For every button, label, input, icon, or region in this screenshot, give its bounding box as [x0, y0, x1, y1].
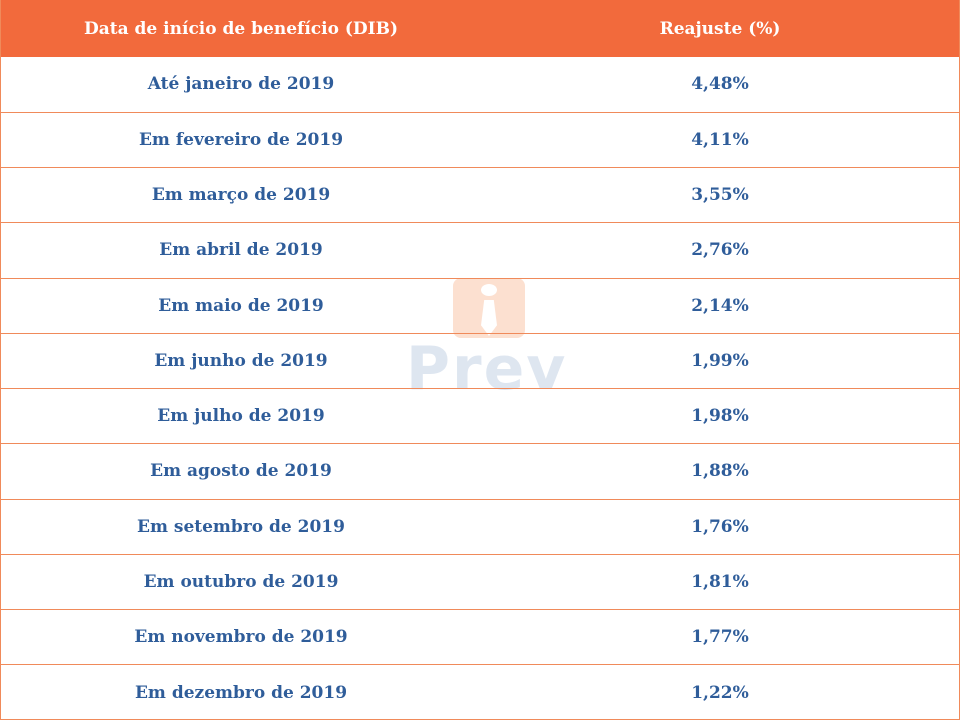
cell-period: Em dezembro de 2019	[1, 664, 481, 720]
cell-adjustment: 4,48%	[691, 74, 749, 95]
table-row: Em junho de 2019 1,99%	[1, 332, 959, 389]
cell-adjustment: 2,76%	[481, 222, 959, 278]
table-row: Em julho de 2019 1,98%	[1, 387, 959, 444]
cell-adjustment: 1,99%	[481, 332, 959, 389]
cell-period: Em maio de 2019	[1, 277, 481, 334]
table-row: Em outubro de 2019 1,81%	[1, 553, 959, 610]
cell-period: Em julho de 2019	[1, 387, 481, 444]
cell-period: Em fevereiro de 2019	[1, 111, 481, 168]
cell-adjustment: 2,14%	[481, 277, 959, 334]
cell-adjustment: 4,11%	[481, 111, 959, 168]
table-row: Em maio de 2019 2,14%	[1, 277, 959, 334]
table-row: Em agosto de 2019 1,88%	[1, 443, 959, 499]
cell-period: Até janeiro de 2019	[147, 74, 335, 95]
cell-period: Em junho de 2019	[1, 332, 481, 389]
header-reajuste: Reajuste (%)	[659, 18, 781, 39]
table-row: Em novembro de 2019 1,77%	[1, 608, 959, 665]
cell-adjustment: 3,55%	[481, 166, 959, 223]
cell-adjustment: 1,98%	[481, 387, 959, 444]
table-header-row: Data de início de benefício (DIB) Reajus…	[1, 0, 959, 57]
cell-adjustment: 1,77%	[481, 608, 959, 665]
header-dib: Data de início de benefício (DIB)	[84, 18, 398, 39]
table-row: Em setembro de 2019 1,76%	[1, 498, 959, 555]
cell-adjustment: 1,88%	[481, 443, 959, 499]
cell-period: Em abril de 2019	[1, 222, 481, 278]
cell-period: Em outubro de 2019	[1, 553, 481, 610]
table-row: Em abril de 2019 2,76%	[1, 222, 959, 278]
cell-adjustment: 1,76%	[481, 498, 959, 555]
table-row: Em dezembro de 2019 1,22%	[1, 664, 959, 720]
table-row: Em março de 2019 3,55%	[1, 166, 959, 223]
table-row: Em fevereiro de 2019 4,11%	[1, 111, 959, 168]
cell-period: Em agosto de 2019	[1, 443, 481, 499]
cell-period: Em março de 2019	[1, 166, 481, 223]
cell-adjustment: 1,22%	[481, 664, 959, 720]
cell-period: Em setembro de 2019	[1, 498, 481, 555]
cell-adjustment: 1,81%	[481, 553, 959, 610]
table-row: Até janeiro de 2019 4,48%	[1, 57, 959, 112]
cell-period: Em novembro de 2019	[1, 608, 481, 665]
